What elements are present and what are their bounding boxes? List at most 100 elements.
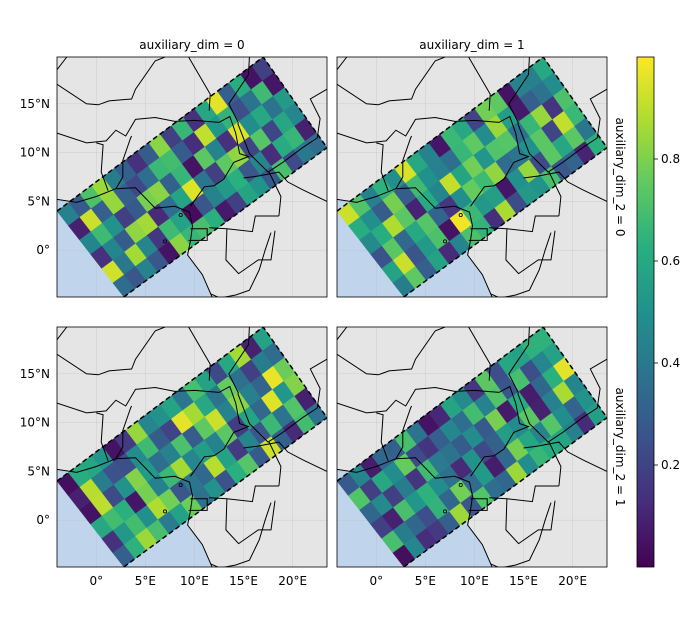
x-tick-label: 20°E [278,574,307,588]
colorbar-gradient [636,56,655,568]
colorbar-tick-label: 0.6 [661,254,680,268]
country-border [228,57,250,124]
country-border [268,441,282,487]
country-border [523,171,607,202]
map-panel: 0° 5°N 10°N 15°N 0° 5°E 10°E 15°E 20°E [20,326,328,588]
country-border [376,142,389,191]
row-title-0: auxiliary_dim_2 = 0 [613,117,627,236]
country-border [468,57,491,111]
swath-edge [123,417,327,567]
country-border [548,441,562,487]
map-panels: 0° 5°N 10°N 15°N 0° 5°N 10°N 15°N 0° 5°E 10°E 15°E 2… [20,56,608,588]
country-border [57,327,166,376]
panel-frame [56,56,328,298]
country-border [337,327,348,341]
swath-edge [403,147,607,297]
lake-outline [442,509,447,514]
country-border [517,358,607,443]
country-border [96,142,109,191]
country-border [468,228,488,241]
country-border [210,232,272,297]
country-border [489,485,559,503]
country-border [228,327,250,394]
colorbar: 0.2 0.4 0.6 0.8 [636,56,680,568]
panel-frame [336,326,608,568]
coastline [337,187,493,297]
country-border [468,498,488,511]
country-border [188,57,211,111]
country-border [209,485,279,503]
x-tick-label: 10°E [180,574,209,588]
coastline [57,187,213,297]
country-border [337,327,446,376]
country-border [57,385,250,477]
heatmap-cell [251,57,275,81]
country-border [188,228,208,241]
country-border [468,327,491,381]
lake-outline [162,509,167,514]
colorbar-tick-label: 0.8 [661,152,680,166]
country-border [395,135,413,189]
x-tick-label: 0° [89,574,103,588]
country-border [188,327,211,381]
country-border [237,358,327,443]
swath-edge [337,327,607,482]
y-tick-label: 5°N [27,464,50,478]
country-border [505,498,556,545]
lake-outline [458,213,463,218]
country-border [237,88,327,173]
country-border [210,502,272,567]
country-border [395,405,413,459]
country-border [115,405,133,459]
country-border [337,385,530,477]
heatmap-cell [251,327,275,351]
country-border [337,115,530,207]
country-border [57,327,68,341]
country-border [268,171,282,217]
row-title-1: auxiliary_dim_2 = 1 [613,387,627,506]
y-tick-label: 10°N [20,146,50,160]
country-border [209,215,279,233]
y-tick-label: 0° [36,513,50,527]
swath-edge [57,327,327,482]
y-tick-label: 15°N [20,97,50,111]
map-panel [336,56,608,298]
heatmap-cell [531,57,555,81]
country-border [96,412,109,461]
country-border [57,115,250,207]
country-border [243,171,327,202]
country-border [115,135,133,189]
country-border [225,498,276,545]
country-border [490,502,552,567]
country-border [57,57,68,71]
swath-edge [57,57,327,212]
country-border [508,327,530,394]
y-tick-label: 10°N [20,416,50,430]
country-border [508,57,530,124]
coastline [57,457,213,567]
swath-edge [123,147,327,297]
lake-outline [162,239,167,244]
country-border [489,215,559,233]
country-border [505,228,556,275]
x-tick-label: 15°E [509,574,538,588]
y-tick-label: 15°N [20,367,50,381]
y-tick-label: 5°N [27,194,50,208]
colorbar-tick-label: 0.4 [661,356,680,370]
country-border [225,228,276,275]
lake-outline [458,483,463,488]
y-tick-label: 0° [36,243,50,257]
panel-frame [336,56,608,298]
country-border [337,57,348,71]
lake-outline [178,213,183,218]
swath-edge [403,417,607,567]
x-tick-label: 5°E [415,574,436,588]
country-border [188,498,208,511]
country-border [57,57,166,106]
map-panel: 0° 5°N 10°N 15°N [20,56,328,298]
x-tick-label: 20°E [558,574,587,588]
x-tick-label: 15°E [229,574,258,588]
country-border [376,412,389,461]
panel-frame [56,326,328,568]
